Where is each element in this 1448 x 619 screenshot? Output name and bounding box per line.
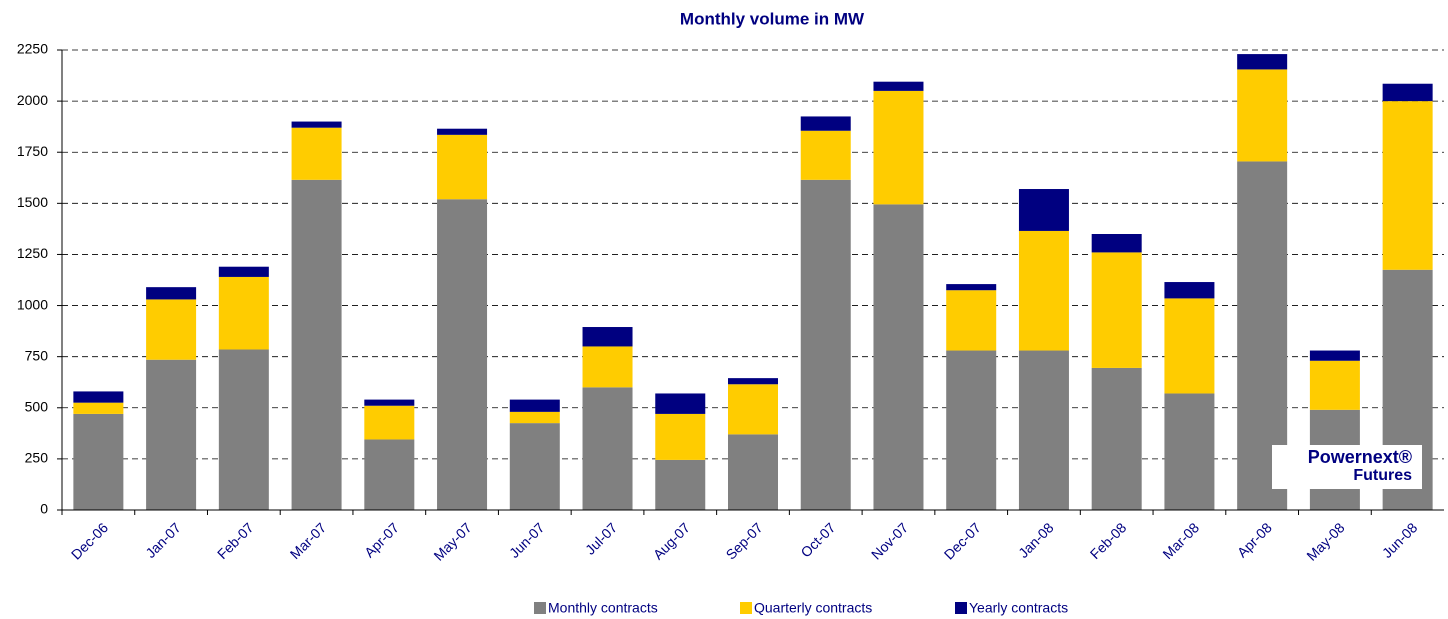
y-tick-label: 500 <box>25 398 49 414</box>
x-tick-label: Dec-06 <box>68 519 111 562</box>
bar-segment <box>1237 54 1288 70</box>
bar-segment <box>800 116 851 131</box>
bar-segment <box>73 402 124 414</box>
y-tick-label: 250 <box>25 450 49 466</box>
legend-swatch <box>534 602 546 614</box>
y-tick-label: 0 <box>40 501 48 517</box>
bar-segment <box>291 127 342 180</box>
bar-segment <box>291 121 342 128</box>
x-tick-label: Nov-07 <box>868 519 911 562</box>
legend-label: Monthly contracts <box>548 600 658 616</box>
bar-segment <box>1164 393 1215 510</box>
x-tick-label: Jun-07 <box>506 519 548 561</box>
bar-segment <box>873 204 924 510</box>
bar-segment <box>1309 350 1360 361</box>
chart-title: Monthly volume in MW <box>680 9 865 28</box>
x-tick-label: Jul-07 <box>582 519 620 557</box>
x-tick-label: Feb-07 <box>214 519 257 562</box>
bar-segment <box>655 413 706 460</box>
bar-segment <box>509 399 560 412</box>
bar-segment <box>655 459 706 510</box>
bar-segment <box>437 128 488 135</box>
bar-segment <box>655 393 706 414</box>
bar-segment <box>364 399 415 406</box>
bar-segment <box>800 130 851 180</box>
y-tick-label: 1500 <box>17 194 48 210</box>
bar-segment <box>582 387 633 510</box>
x-tick-label: Mar-08 <box>1159 519 1202 562</box>
y-tick-label: 2250 <box>17 41 48 57</box>
x-tick-label: Oct-07 <box>797 519 838 560</box>
y-tick-label: 750 <box>25 347 49 363</box>
y-tick-label: 2000 <box>17 92 48 108</box>
bar-segment <box>1164 298 1215 394</box>
bar-segment <box>1382 101 1433 270</box>
y-tick-label: 1750 <box>17 143 48 159</box>
x-tick-label: Apr-07 <box>361 519 402 560</box>
logo-text: Powernext® <box>1308 447 1412 467</box>
bar-segment <box>728 434 778 510</box>
bar-segment <box>728 384 778 435</box>
bar-segment <box>582 346 633 388</box>
bar-segment <box>946 290 997 351</box>
bar-segment <box>800 179 851 511</box>
bar-segment <box>218 266 269 277</box>
legend-label: Yearly contracts <box>969 600 1068 616</box>
bar-segment <box>873 81 924 91</box>
bar-segment <box>1382 83 1433 102</box>
y-tick-label: 1250 <box>17 245 48 261</box>
legend-label: Quarterly contracts <box>754 600 872 616</box>
bar-segment <box>1018 230 1069 351</box>
bar-segment <box>73 391 124 403</box>
bar-segment <box>218 349 269 510</box>
legend-swatch <box>740 602 752 614</box>
x-tick-label: Jan-08 <box>1015 519 1057 561</box>
x-tick-label: Jun-08 <box>1379 519 1421 561</box>
bar-segment <box>1091 252 1142 368</box>
logo-box <box>1272 445 1422 489</box>
x-tick-label: Aug-07 <box>650 519 693 562</box>
bar-segment <box>218 276 269 350</box>
bar-segment <box>1309 360 1360 410</box>
bar-segment <box>73 413 124 510</box>
bar-segment <box>946 284 997 291</box>
bar-segment <box>1091 234 1142 253</box>
x-tick-label: Dec-07 <box>941 519 984 562</box>
bar-segment <box>582 327 633 347</box>
bar-segment <box>1018 189 1069 231</box>
bar-segment <box>509 411 560 424</box>
bar-segment <box>364 439 415 510</box>
bar-segment <box>509 423 560 510</box>
bar-segment <box>146 359 197 510</box>
x-tick-label: Feb-08 <box>1087 519 1130 562</box>
bar-segment <box>146 299 197 360</box>
x-tick-label: Jan-07 <box>142 519 184 561</box>
bar-segment <box>728 378 778 385</box>
bar-segment <box>946 350 997 510</box>
bar-segment <box>1018 350 1069 510</box>
x-tick-label: Sep-07 <box>722 519 765 562</box>
bar-segment <box>1237 69 1288 162</box>
x-tick-label: May-07 <box>430 519 474 563</box>
legend-swatch <box>955 602 967 614</box>
x-tick-label: Apr-08 <box>1234 519 1275 560</box>
bar-segment <box>146 287 197 300</box>
bar-segment <box>364 405 415 440</box>
logo-text: Futures <box>1353 467 1412 484</box>
x-tick-label: Mar-07 <box>287 519 330 562</box>
bar-segment <box>291 179 342 511</box>
bar-segment <box>1091 367 1142 510</box>
bar-segment <box>1164 282 1215 299</box>
bar-segment <box>437 199 488 510</box>
x-tick-label: May-08 <box>1303 519 1347 563</box>
bar-segment <box>873 90 924 205</box>
y-tick-label: 1000 <box>17 296 48 312</box>
bar-segment <box>437 134 488 200</box>
